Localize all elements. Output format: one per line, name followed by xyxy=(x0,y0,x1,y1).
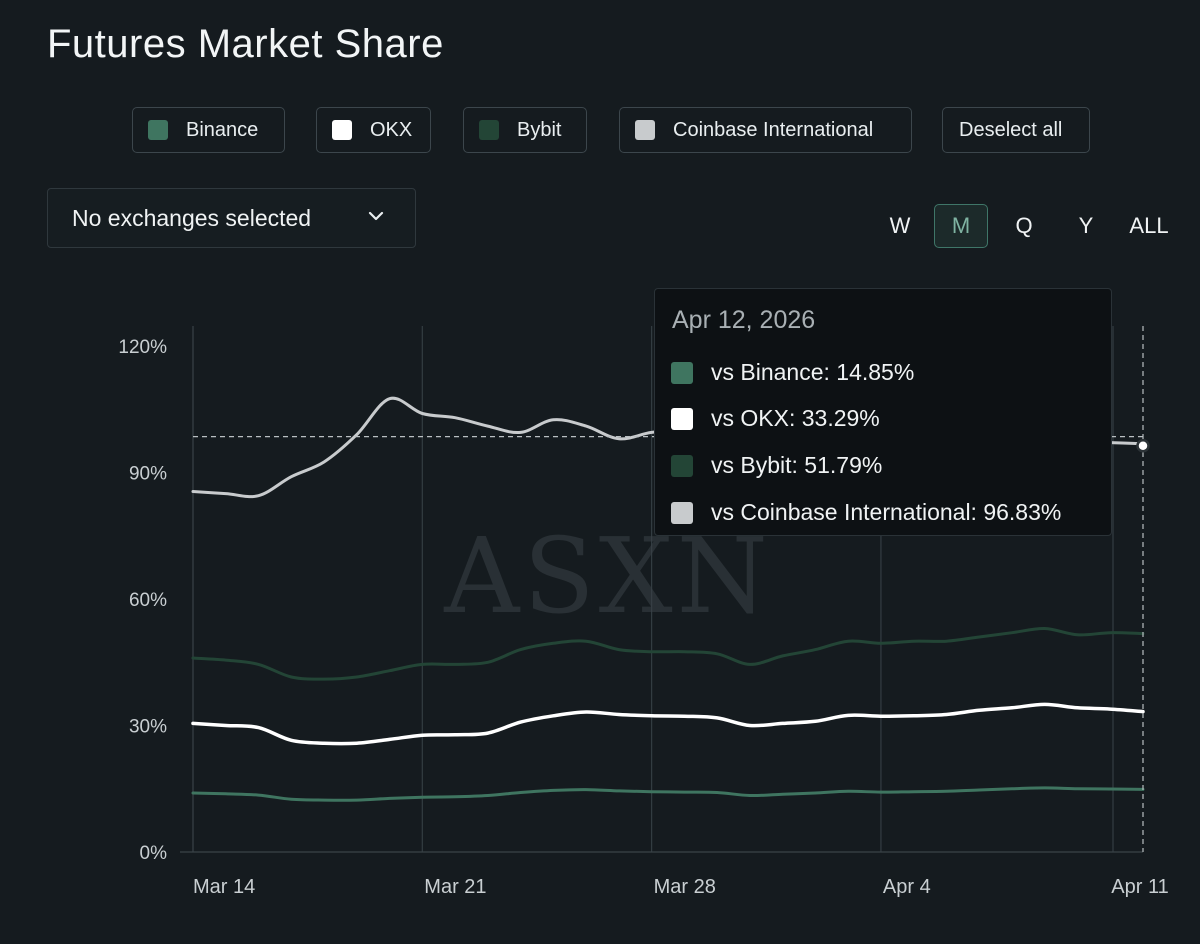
chevron-down-icon xyxy=(368,211,384,221)
tooltip-bybit-value: vs Bybit: 51.79% xyxy=(711,452,883,478)
tooltip-row-coinbase-international: vs Coinbase International: 96.83% xyxy=(671,499,1061,526)
legend-bybit-button[interactable]: Bybit xyxy=(463,107,587,153)
tooltip-coinbase-international-value: vs Coinbase International: 96.83% xyxy=(711,499,1062,525)
legend-bybit-label: Bybit xyxy=(517,118,562,141)
period-y-button[interactable]: Y xyxy=(1078,213,1094,238)
okx-swatch-icon xyxy=(332,120,352,140)
legend-coinbase-international-label: Coinbase International xyxy=(673,118,874,141)
tooltip-date: Apr 12, 2026 xyxy=(672,306,816,334)
x-tick-label: Mar 14 xyxy=(193,876,255,898)
tooltip-binance-value: vs Binance: 14.85% xyxy=(711,359,915,385)
series-line-bybit xyxy=(191,626,1145,681)
y-tick-label: 0% xyxy=(140,843,168,864)
y-tick-label: 120% xyxy=(118,337,167,358)
okx-swatch-icon xyxy=(671,407,693,430)
coinbase-international-swatch-icon xyxy=(671,501,693,524)
binance-swatch-icon xyxy=(148,120,168,140)
crosshair-layer xyxy=(193,326,1150,852)
x-tick-label: Apr 11 xyxy=(1111,876,1168,898)
legend-binance-button[interactable]: Binance xyxy=(132,107,285,153)
x-tick-label: Apr 4 xyxy=(883,876,931,898)
series-line-binance xyxy=(191,786,1145,802)
legend-coinbase-international-button[interactable]: Coinbase International xyxy=(619,107,912,153)
chart-tooltip: Apr 12, 2026 vs Binance: 14.85% vs OKX: … xyxy=(654,288,1112,536)
x-tick-label: Mar 28 xyxy=(654,876,716,898)
coinbase-international-swatch-icon xyxy=(635,120,655,140)
period-all-button[interactable]: ALL xyxy=(1129,213,1169,238)
deselect-all-button[interactable]: Deselect all xyxy=(942,107,1090,153)
legend-binance-label: Binance xyxy=(186,118,259,141)
legend-okx-button[interactable]: OKX xyxy=(316,107,431,153)
bybit-swatch-icon xyxy=(671,454,693,477)
exchange-select-dropdown[interactable]: No exchanges selected xyxy=(47,188,416,248)
legend-okx-label: OKX xyxy=(370,118,413,141)
series-line-okx xyxy=(191,702,1145,746)
period-w-button[interactable]: W xyxy=(889,213,911,238)
axis-layer: Mar 14 Mar 21 Mar 28 Apr 4 Apr 11 0% 30% 60% 90%… xyxy=(118,326,1169,898)
y-tick-label: 90% xyxy=(129,464,167,485)
bybit-swatch-icon xyxy=(479,120,499,140)
crosshair-marker xyxy=(1136,438,1150,453)
exchange-select-label: No exchanges selected xyxy=(72,204,312,231)
tooltip-row-okx: vs OKX: 33.29% xyxy=(671,405,880,432)
y-tick-label: 30% xyxy=(129,717,167,738)
page-title: Futures Market Share xyxy=(47,22,444,66)
x-tick-label: Mar 21 xyxy=(424,876,486,898)
tooltip-row-binance: vs Binance: 14.85% xyxy=(671,359,914,386)
period-m-button[interactable]: M xyxy=(934,204,988,248)
binance-swatch-icon xyxy=(671,361,693,384)
period-q-button[interactable]: Q xyxy=(1015,213,1033,238)
tooltip-row-bybit: vs Bybit: 51.79% xyxy=(671,452,882,479)
y-tick-label: 60% xyxy=(129,590,167,611)
tooltip-okx-value: vs OKX: 33.29% xyxy=(711,405,880,431)
